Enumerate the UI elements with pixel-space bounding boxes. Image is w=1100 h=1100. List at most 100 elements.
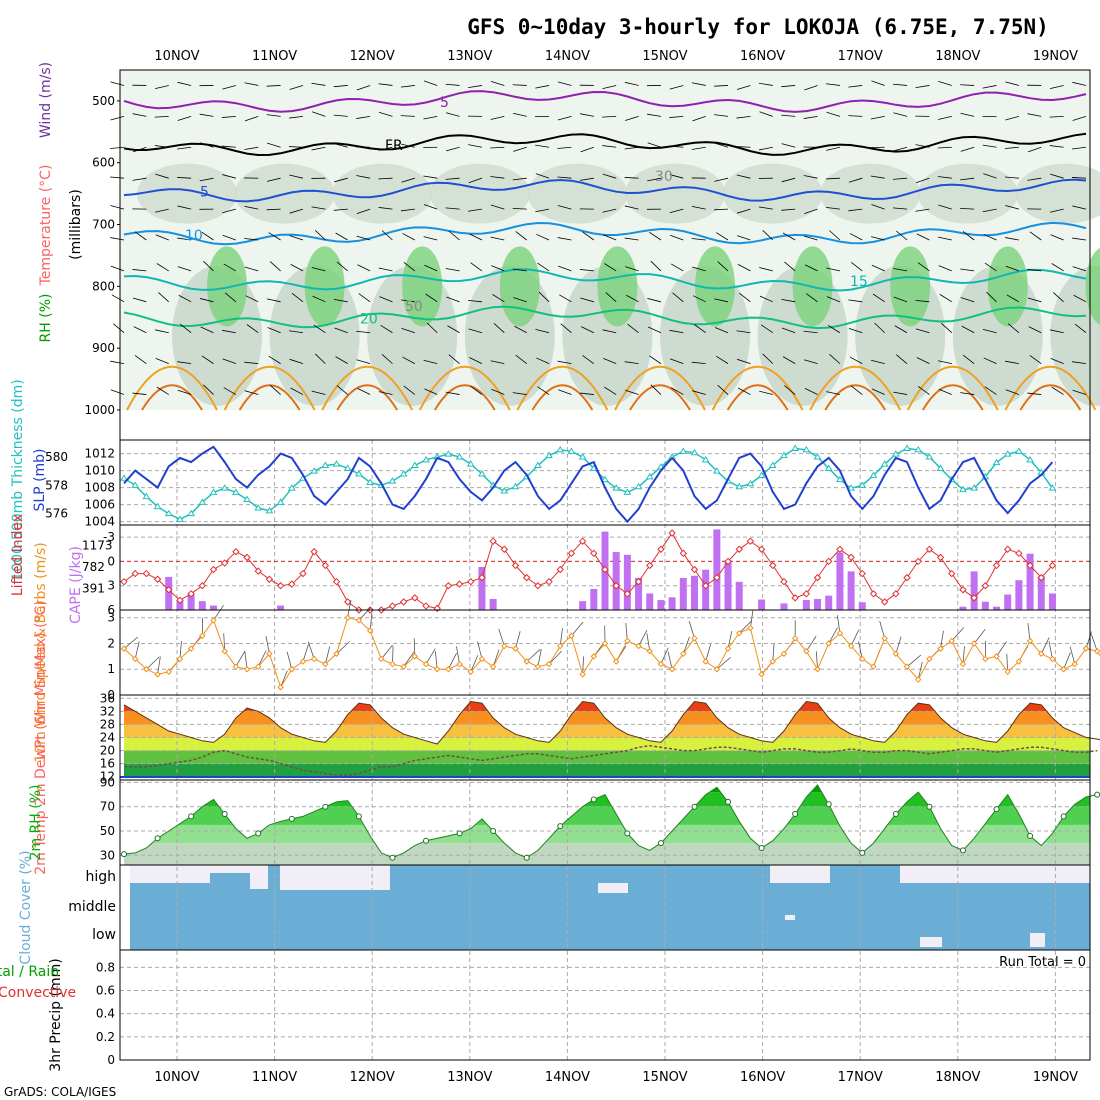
wind-barb xyxy=(871,388,885,395)
wind-barb xyxy=(960,146,975,152)
lifted-index-point xyxy=(914,557,922,566)
wind-barb xyxy=(423,204,438,210)
cape-bar xyxy=(579,601,587,610)
thickness-point xyxy=(276,498,285,505)
wind10-barb xyxy=(1048,641,1053,660)
wind-barb xyxy=(1050,234,1064,241)
wind-barb xyxy=(154,329,169,334)
wind-barb xyxy=(132,269,147,272)
cape-bar xyxy=(836,552,844,610)
wind10-point xyxy=(903,663,911,670)
rh2m-line xyxy=(123,784,1098,859)
wind-barb xyxy=(289,115,304,119)
wind-barb xyxy=(649,231,662,241)
thickness-point xyxy=(567,447,576,454)
thickness-point xyxy=(310,467,319,474)
cape-bar xyxy=(847,571,855,610)
wind-barb xyxy=(871,264,885,272)
lifted-index-point xyxy=(310,548,318,556)
wind-barb xyxy=(133,146,147,153)
wind-barb xyxy=(960,112,975,117)
wind10-barb xyxy=(738,620,753,634)
wind10-point xyxy=(601,640,609,647)
wind-barb xyxy=(468,144,483,148)
lifted-index-point xyxy=(142,569,151,578)
y-tick-label: 32 xyxy=(100,704,115,718)
wind10-barb xyxy=(434,651,438,670)
wind-barb xyxy=(266,298,281,303)
wind-barb xyxy=(403,261,416,272)
wind10-point xyxy=(1082,645,1090,652)
wind-barb xyxy=(203,384,214,395)
wind-barb xyxy=(400,299,415,303)
rh2m-point xyxy=(926,803,933,810)
wind-barb xyxy=(381,353,393,364)
wind10-point xyxy=(702,658,709,665)
thickness-ylabel: 1000-500mb Thickness (dm) xyxy=(10,379,26,580)
cape-bar xyxy=(623,554,631,610)
rh2m-point xyxy=(557,823,564,830)
lifted-index-point xyxy=(690,565,699,574)
wind10-point xyxy=(523,658,530,665)
rh2m-point xyxy=(792,811,799,817)
wind-barb xyxy=(315,353,326,364)
wind-barb xyxy=(110,115,125,121)
rh-shaded-region xyxy=(429,163,530,224)
wind-barb xyxy=(154,145,169,148)
wind-barb xyxy=(266,208,281,211)
wind10-point xyxy=(232,663,240,670)
wind-barb xyxy=(536,357,550,365)
wind-barb xyxy=(759,295,773,303)
wind-barb xyxy=(311,267,326,272)
wind-barb xyxy=(110,81,125,86)
wind-barb xyxy=(762,353,774,364)
wind-barb xyxy=(1051,386,1064,395)
wind-barb xyxy=(133,326,147,334)
lifted-index-point xyxy=(970,594,978,602)
wind-barb xyxy=(826,267,840,272)
wind-barb xyxy=(736,174,751,179)
isotherm-line xyxy=(123,221,1087,246)
thickness-point xyxy=(701,455,710,463)
isotherm-30-arc xyxy=(433,384,496,411)
wind-barb xyxy=(579,177,594,181)
wind-barb xyxy=(624,81,639,86)
wind-barb xyxy=(1072,115,1087,121)
wind-barb xyxy=(315,229,326,241)
wind-barb xyxy=(379,296,393,303)
rh2m-point xyxy=(1094,791,1100,798)
wind10-barb xyxy=(470,655,479,672)
wind-barb xyxy=(870,115,885,120)
wind10-barb xyxy=(716,657,731,670)
wind-barb xyxy=(915,144,930,148)
wind10-barb xyxy=(858,641,863,660)
wind-barb xyxy=(223,387,237,395)
wind-barb xyxy=(1072,237,1087,241)
wind-barb xyxy=(851,385,863,395)
wind-barb xyxy=(222,208,236,214)
wind10-point xyxy=(993,653,1000,660)
thickness-point xyxy=(959,485,967,493)
wind10-point xyxy=(545,660,553,668)
wind-barb xyxy=(1027,146,1042,153)
wind-barb xyxy=(268,232,281,241)
wind-barb xyxy=(445,391,460,395)
wind10-barb xyxy=(879,620,886,639)
wind10-barb xyxy=(646,633,651,652)
wind-barb xyxy=(177,266,192,272)
wind10-point xyxy=(422,660,430,668)
wind-barb xyxy=(960,84,975,86)
wind-barb xyxy=(758,206,773,210)
lifted-index-point xyxy=(165,586,173,594)
wind-barb xyxy=(1004,146,1019,149)
wind-barb xyxy=(736,235,751,241)
thickness-point xyxy=(388,477,397,484)
lifted-index-point xyxy=(567,549,576,558)
wind-barb xyxy=(938,388,952,395)
wind-barb xyxy=(179,323,192,334)
wind-barb xyxy=(626,294,639,303)
y-tick-label: 3 xyxy=(107,579,115,593)
lifted-index-point xyxy=(344,598,352,606)
wind-barb xyxy=(714,208,729,211)
precip-ylabel: 3hr Precip (mm) xyxy=(48,958,64,1071)
